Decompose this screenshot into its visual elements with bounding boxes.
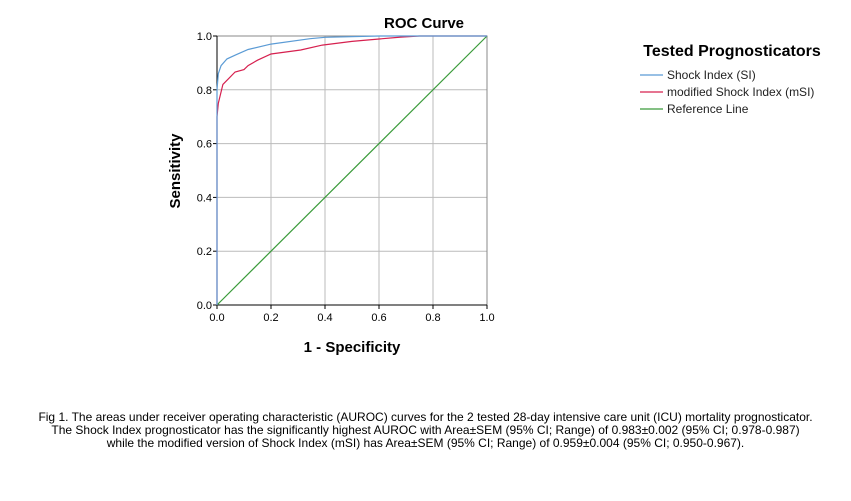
x-tick-label: 0.8 (425, 312, 440, 324)
y-tick-label: 0.8 (197, 85, 212, 97)
y-axis-label: Sensitivity (167, 133, 184, 209)
caption-line: while the modified version of Shock Inde… (106, 436, 745, 450)
legend-label: Reference Line (667, 102, 749, 116)
series-line-2 (216, 35, 488, 306)
x-tick-label: 0.2 (263, 312, 278, 324)
chart-title: ROC Curve (384, 15, 464, 32)
series-line-1 (216, 35, 487, 305)
legend-label: Shock Index (SI) (667, 68, 756, 82)
y-tick-label: 0.6 (197, 139, 212, 151)
y-tick-label: 1.0 (197, 31, 212, 43)
x-tick-label: 0.4 (317, 312, 332, 324)
series-line-0 (216, 35, 487, 305)
legend-title: Tested Prognosticators (643, 43, 821, 60)
x-tick-label: 0.0 (209, 312, 224, 324)
roc-chart: ROC Curve 0.0 0.2 0.4 0.6 0.8 1.0 0.0 0.2 0.4 0.6… (167, 15, 821, 356)
y-tick-label: 0.2 (197, 246, 212, 258)
caption-line: The Shock Index prognosticator has the s… (51, 423, 800, 437)
x-axis-label: 1 - Specificity (304, 339, 401, 356)
x-tick-label: 0.6 (371, 312, 386, 324)
caption-line: Fig 1. The areas under receiver operatin… (38, 410, 813, 424)
y-tick-label: 0.0 (197, 300, 212, 312)
legend-label: modified Shock Index (mSI) (667, 85, 814, 99)
x-tick-label: 1.0 (479, 312, 494, 324)
figure-caption: Fig 1. The areas under receiver operatin… (0, 411, 851, 450)
y-tick-label: 0.4 (197, 192, 212, 204)
